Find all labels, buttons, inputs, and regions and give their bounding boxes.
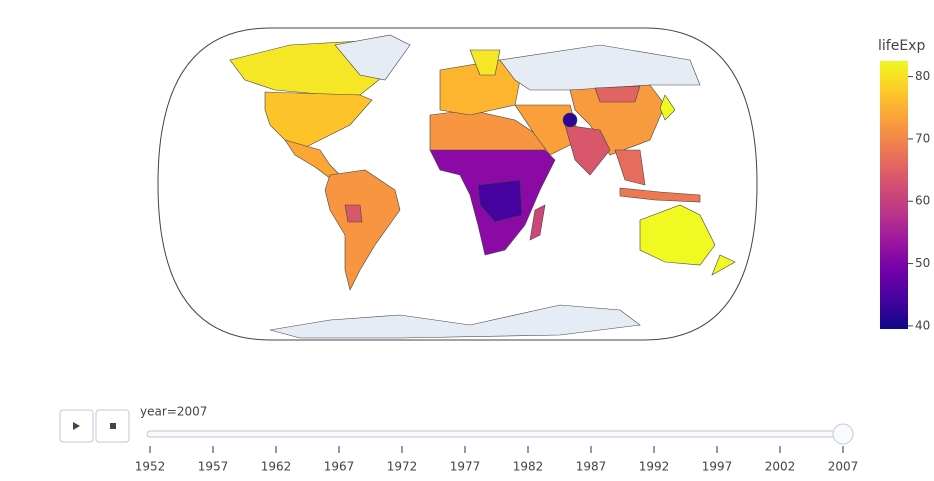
slider-step-label: 1982 bbox=[513, 460, 544, 474]
colorbar bbox=[880, 61, 908, 329]
play-icon bbox=[73, 422, 80, 430]
colorbar-tick-label: 80 bbox=[915, 69, 930, 83]
slider-step-label: 2007 bbox=[828, 460, 859, 474]
southeast-asia bbox=[614, 149, 646, 186]
slider-step-label: 1997 bbox=[702, 460, 733, 474]
mongolia bbox=[594, 85, 641, 103]
slider-handle[interactable] bbox=[832, 423, 854, 445]
map bbox=[157, 27, 758, 341]
central-africa bbox=[477, 179, 523, 223]
slider-step-label: 1987 bbox=[576, 460, 607, 474]
usa bbox=[264, 91, 373, 151]
slider-label: year=2007 bbox=[140, 405, 207, 419]
indonesia bbox=[619, 187, 701, 203]
slider-step-label: 1992 bbox=[639, 460, 670, 474]
colorbar-title: lifeExp bbox=[878, 38, 925, 54]
slider-step-label: 1967 bbox=[324, 460, 355, 474]
greenland bbox=[334, 34, 411, 81]
slider-rail[interactable] bbox=[146, 430, 854, 438]
slider-step-label: 1962 bbox=[261, 460, 292, 474]
madagascar bbox=[529, 204, 546, 241]
slider-step-label: 2002 bbox=[765, 460, 796, 474]
bolivia bbox=[344, 204, 363, 223]
south-america bbox=[324, 169, 401, 291]
colorbar-tick-label: 70 bbox=[915, 131, 930, 145]
colorbar-tick-label: 40 bbox=[915, 318, 930, 332]
slider-step-label: 1972 bbox=[387, 460, 418, 474]
slider-step-label: 1957 bbox=[198, 460, 229, 474]
slider: year=2007 1952 1957 1962 1967 1972 1977 1982 19… bbox=[59, 405, 859, 474]
slider-step-label: 1977 bbox=[450, 460, 481, 474]
afghanistan bbox=[562, 112, 578, 128]
india bbox=[564, 124, 611, 176]
slider-step-label: 1952 bbox=[135, 460, 166, 474]
australia bbox=[639, 204, 716, 266]
stop-icon bbox=[110, 423, 116, 429]
colorbar-tick-label: 50 bbox=[915, 256, 930, 270]
new-zealand bbox=[711, 254, 736, 276]
japan bbox=[659, 94, 676, 121]
china bbox=[569, 84, 666, 156]
scandinavia bbox=[469, 49, 501, 76]
colorbar-tick-label: 60 bbox=[915, 194, 930, 208]
antarctica bbox=[269, 304, 641, 339]
